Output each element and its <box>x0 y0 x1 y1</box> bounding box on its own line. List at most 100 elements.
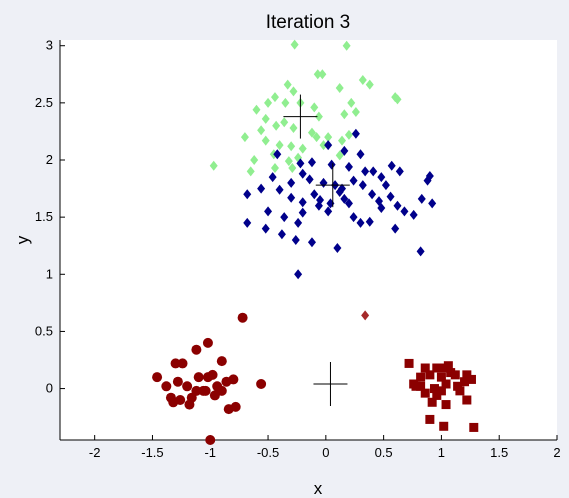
diamond-point <box>264 206 273 217</box>
diamond-point <box>305 174 314 185</box>
circle-point <box>202 337 213 348</box>
diamond-point <box>393 94 402 105</box>
diamond-point <box>294 269 303 280</box>
diamond-point <box>298 143 307 154</box>
circle-point <box>168 397 179 408</box>
diamond-point <box>291 235 300 245</box>
diamond-point <box>312 132 321 143</box>
x-tick-label: 1 <box>438 445 445 460</box>
diamond-point <box>284 156 293 167</box>
circle-point <box>191 344 202 355</box>
x-tick-label: -1.5 <box>141 445 163 460</box>
diamond-point <box>314 111 323 122</box>
diamond-point <box>314 200 323 211</box>
square-point <box>441 400 451 410</box>
diamond-point <box>361 310 370 321</box>
diamond-point <box>416 246 425 257</box>
diamond-point <box>368 189 377 200</box>
y-tick-label: 0.5 <box>35 323 53 338</box>
diamond-point <box>294 217 303 228</box>
diamond-point <box>335 187 344 197</box>
diamond-point <box>318 69 327 80</box>
diamond-point <box>298 207 307 218</box>
diamond-point <box>319 140 328 151</box>
diamond-point <box>287 141 296 152</box>
diamond-point <box>324 140 333 151</box>
circle-point <box>172 376 183 387</box>
diamond-point <box>340 109 349 120</box>
diamond-point <box>250 155 259 165</box>
circle-point <box>191 385 202 396</box>
diamond-point <box>335 150 344 161</box>
square-point <box>432 390 442 400</box>
circle-point <box>161 381 172 392</box>
diamond-point <box>338 135 347 146</box>
square-point <box>404 358 414 368</box>
circle-point <box>198 385 209 396</box>
axes: -2 -1.5 -1 -0.5 0 0.5 1 1.5 2 0 0.5 1 1.5 2 2.5 3 <box>35 38 561 460</box>
diamond-point <box>296 158 305 169</box>
diamond-point <box>333 243 342 253</box>
x-tick-label: 0.5 <box>375 445 393 460</box>
square-point <box>453 381 463 391</box>
x-tick-label: -2 <box>89 445 101 460</box>
centroid-marker <box>283 94 318 139</box>
diamond-point <box>261 223 270 234</box>
diamond-point <box>246 166 255 177</box>
square-point <box>441 379 451 389</box>
diamond-point <box>289 86 298 97</box>
circle-point <box>193 372 204 383</box>
plot-area <box>60 40 557 440</box>
diamond-point <box>209 160 218 171</box>
diamond-point <box>393 200 402 211</box>
diamond-point <box>277 229 286 240</box>
diamond-point <box>386 191 395 202</box>
square-point <box>466 374 476 384</box>
diamond-point <box>252 104 261 115</box>
diamond-point <box>369 166 378 177</box>
diamond-point <box>342 40 351 51</box>
centroid-marker <box>315 163 350 208</box>
diamond-point <box>358 75 367 85</box>
diamond-point <box>298 197 307 208</box>
square-point <box>425 414 435 424</box>
square-point <box>416 381 426 391</box>
diamond-point <box>313 69 322 80</box>
centroid-marker <box>313 362 348 406</box>
diamond-point <box>257 125 266 136</box>
diamond-point <box>387 160 396 171</box>
diamond-point <box>310 189 319 200</box>
diamond-point <box>310 102 319 113</box>
circle-point <box>177 358 188 369</box>
square-point <box>436 372 446 382</box>
diamond-point <box>381 180 390 191</box>
diamond-point <box>272 120 281 131</box>
circle-point <box>228 374 239 385</box>
diamond-point <box>365 216 374 227</box>
diamond-point <box>377 172 386 183</box>
circle-point <box>216 385 227 396</box>
square-point <box>439 421 449 431</box>
circle-point <box>170 358 181 369</box>
diamond-point <box>356 149 365 160</box>
diamond-point <box>307 127 316 138</box>
diamond-point <box>423 175 432 186</box>
square-point <box>460 377 470 387</box>
diamond-point <box>270 163 279 173</box>
diamond-point <box>349 175 358 186</box>
diamond-point <box>361 166 370 177</box>
x-axis-label: x <box>314 479 323 498</box>
y-tick-label: 2 <box>46 152 53 167</box>
circle-point <box>182 381 193 392</box>
diamond-point <box>344 161 353 172</box>
diamond-point <box>324 206 333 217</box>
circle-point <box>184 399 195 410</box>
circle-point <box>202 372 213 383</box>
y-tick-label: 3 <box>46 38 53 53</box>
diamond-point <box>344 129 353 140</box>
square-point <box>432 363 442 373</box>
diamond-point <box>400 206 409 217</box>
circle-point <box>152 372 163 383</box>
diamond-point <box>356 217 365 228</box>
